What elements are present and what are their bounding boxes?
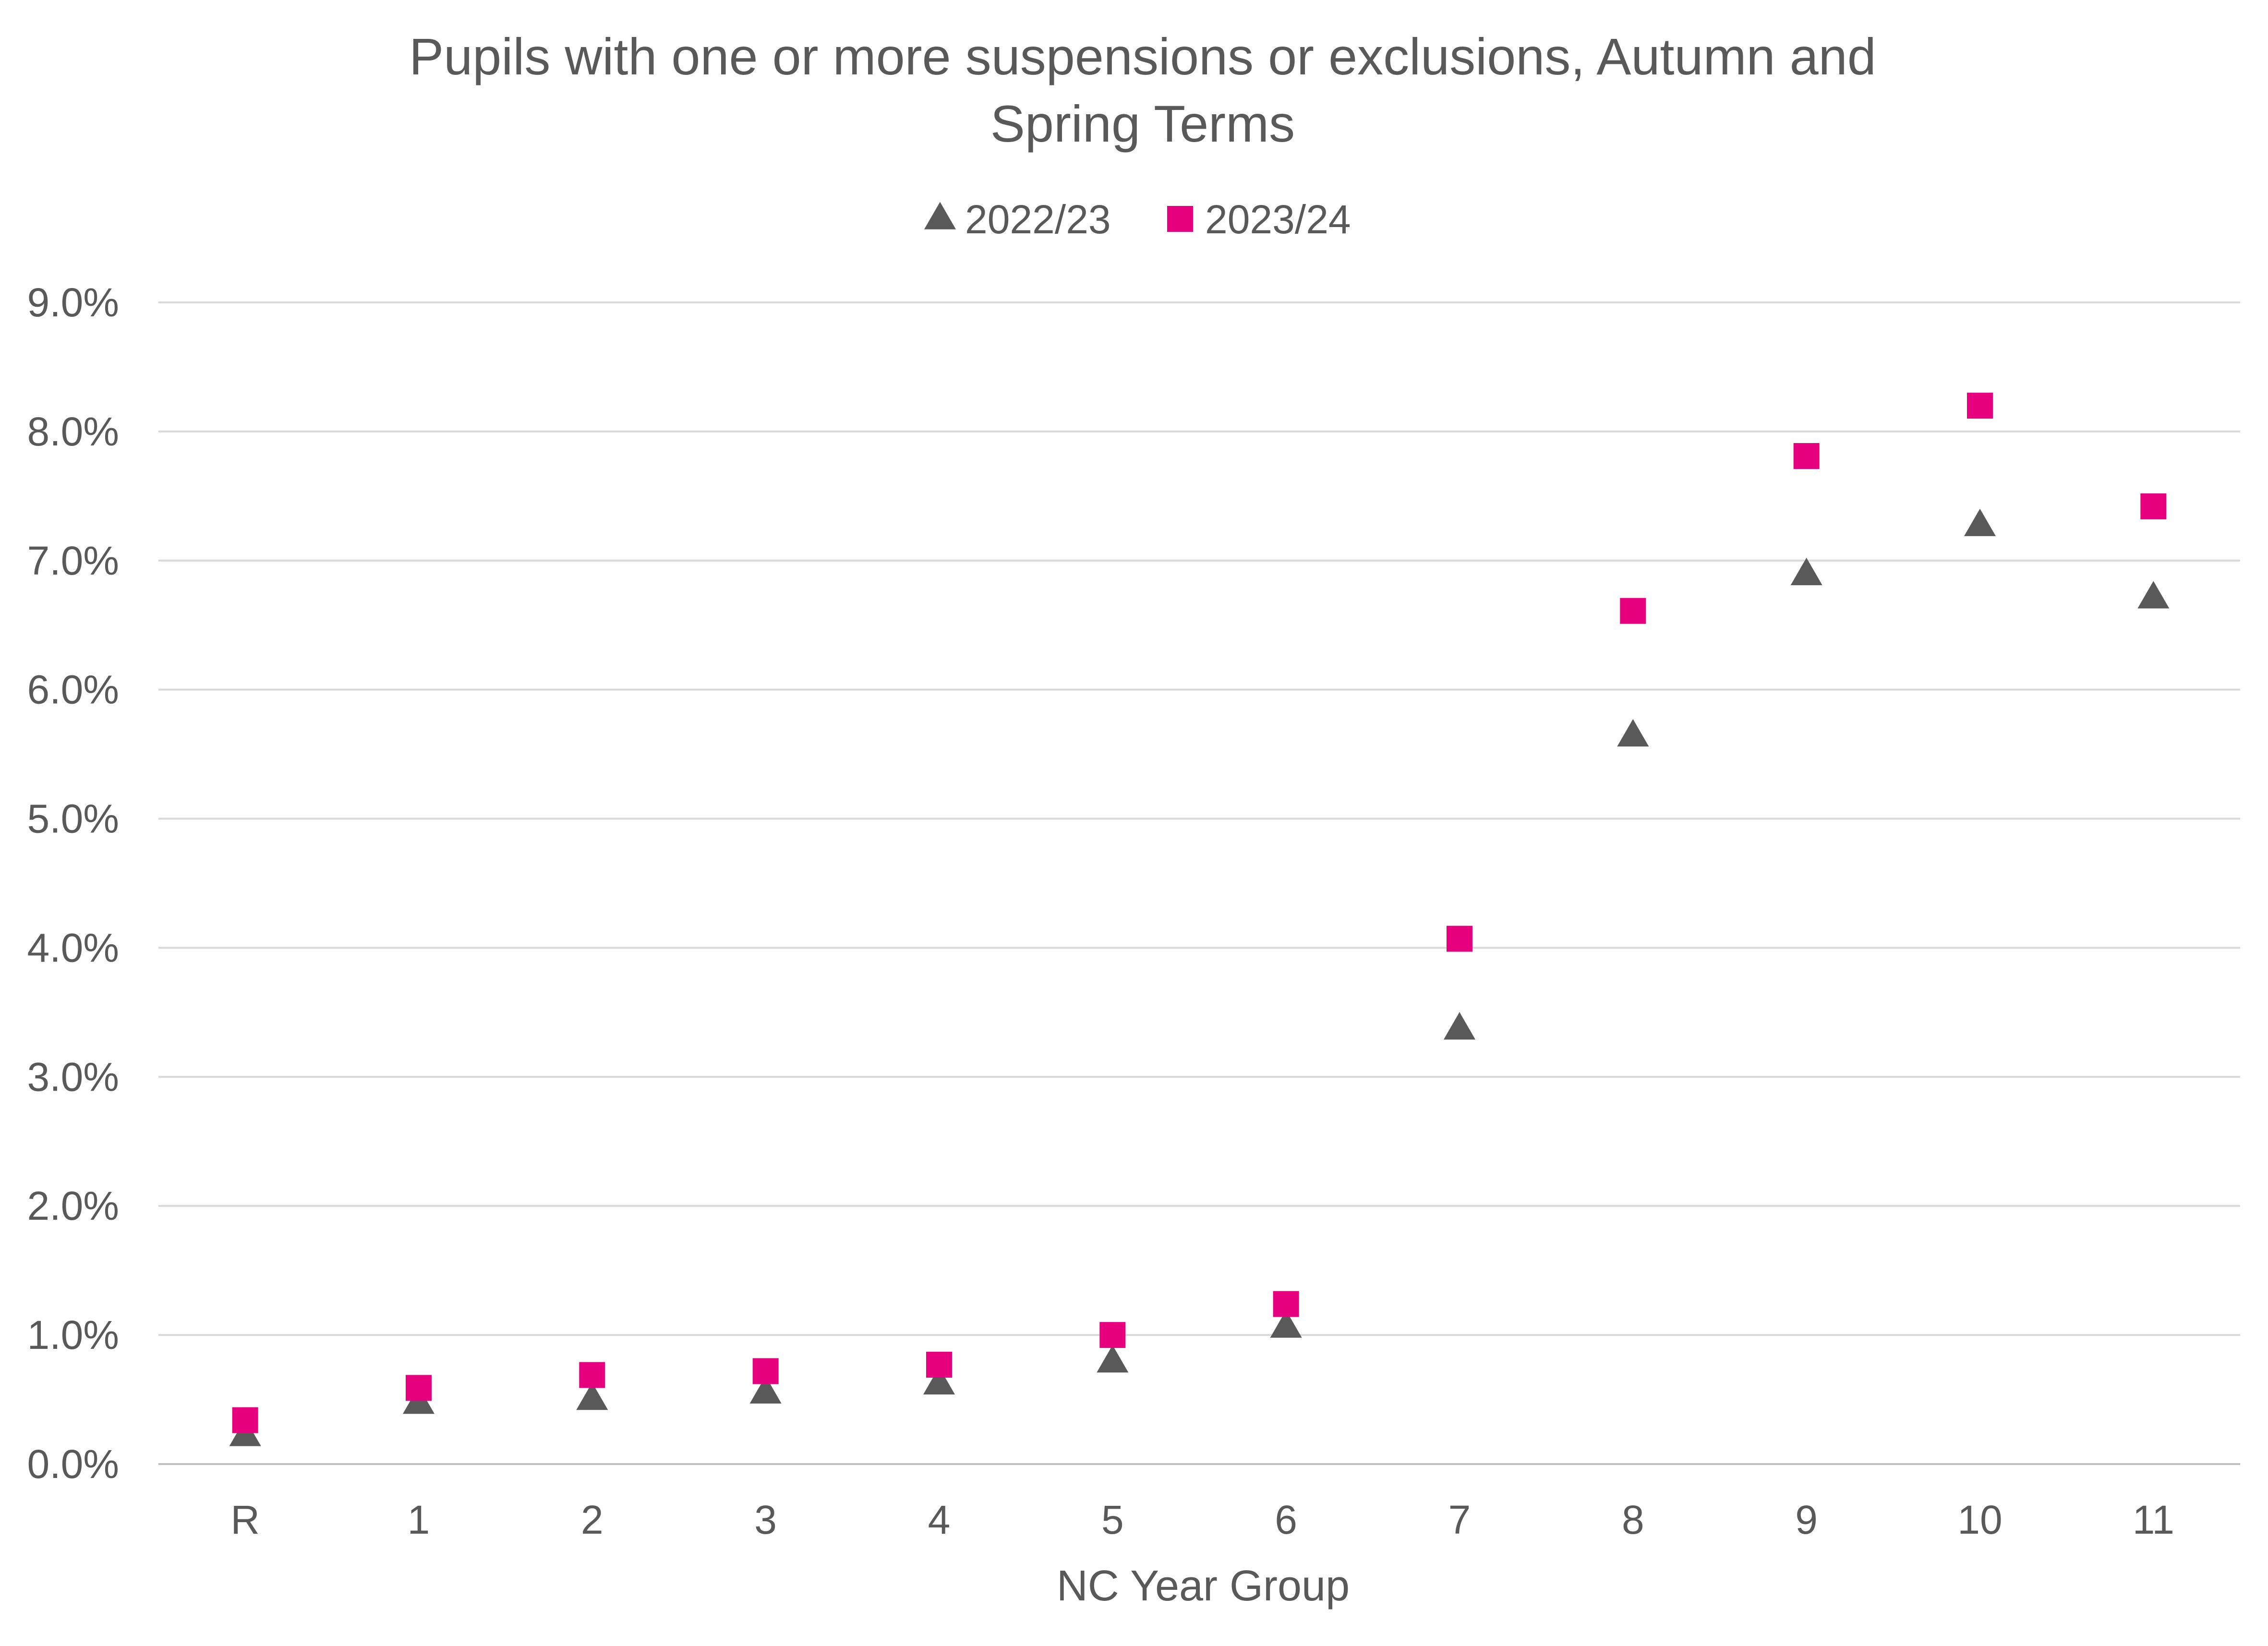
y-tick-label: 2.0% xyxy=(27,1183,119,1228)
data-point-triangle xyxy=(2137,581,2170,609)
data-point-square xyxy=(2140,493,2167,519)
y-tick-label: 3.0% xyxy=(27,1054,119,1099)
legend-item: 2022/23 xyxy=(924,197,1111,242)
data-point-square xyxy=(406,1375,432,1401)
x-tick-label: 4 xyxy=(928,1497,951,1542)
data-point-square xyxy=(232,1407,258,1433)
x-axis-tick-labels: R 1 2 3 4 5 6 7 8 9 10 11 xyxy=(230,1497,2174,1542)
data-point-triangle xyxy=(1964,508,1996,536)
chart-legend: 2022/23 2023/24 xyxy=(924,197,1351,242)
x-tick-label: 8 xyxy=(1622,1497,1644,1542)
x-tick-label: 7 xyxy=(1448,1497,1471,1542)
x-tick-label: 2 xyxy=(581,1497,603,1542)
x-tick-label: 6 xyxy=(1275,1497,1297,1542)
data-point-square xyxy=(926,1351,952,1378)
data-point-square xyxy=(1620,598,1646,624)
y-tick-label: 9.0% xyxy=(27,280,119,325)
y-tick-label: 1.0% xyxy=(27,1312,119,1358)
y-axis-tick-labels: 0.0% 1.0% 2.0% 3.0% 4.0% 5.0% 6.0% 7.0% 8.0% 9.0% xyxy=(27,280,119,1487)
y-tick-label: 0.0% xyxy=(27,1442,119,1487)
data-point-square xyxy=(1793,443,1820,469)
y-tick-label: 7.0% xyxy=(27,538,119,583)
legend-item: 2023/24 xyxy=(1167,197,1351,242)
x-tick-label: R xyxy=(230,1497,260,1542)
x-axis-title: NC Year Group xyxy=(1057,1562,1350,1610)
data-point-triangle xyxy=(1790,557,1822,586)
legend-marker-square xyxy=(1167,206,1193,232)
series-1 xyxy=(229,508,2170,1446)
y-tick-label: 8.0% xyxy=(27,409,119,454)
x-tick-label: 9 xyxy=(1795,1497,1818,1542)
legend-label: 2023/24 xyxy=(1205,197,1351,242)
data-point-triangle xyxy=(1444,1012,1475,1040)
x-tick-label: 3 xyxy=(754,1497,777,1542)
data-point-triangle xyxy=(576,1382,608,1410)
x-tick-label: 10 xyxy=(1957,1497,2002,1542)
data-point-triangle xyxy=(1270,1310,1302,1338)
data-point-triangle xyxy=(923,1367,955,1395)
x-tick-label: 11 xyxy=(2133,1497,2174,1542)
x-tick-label: 1 xyxy=(408,1497,430,1542)
data-point-square xyxy=(579,1362,605,1388)
chart-title: Pupils with one or more suspensions or e… xyxy=(409,27,1876,153)
data-series xyxy=(229,393,2170,1446)
y-tick-label: 4.0% xyxy=(27,925,119,970)
data-point-square xyxy=(1273,1291,1299,1317)
x-tick-label: 5 xyxy=(1101,1497,1124,1542)
y-tick-label: 5.0% xyxy=(27,796,119,841)
chart-title-line-1: Pupils with one or more suspensions or e… xyxy=(409,27,1876,85)
legend-label: 2022/23 xyxy=(965,197,1111,242)
series-2 xyxy=(232,393,2167,1433)
data-point-square xyxy=(1447,925,1472,952)
legend-marker-triangle xyxy=(924,202,956,229)
data-point-triangle xyxy=(749,1376,782,1404)
data-point-square xyxy=(1967,393,1993,419)
data-point-square xyxy=(752,1358,779,1384)
data-point-triangle xyxy=(1097,1345,1129,1373)
gridlines xyxy=(158,301,2240,1465)
data-point-square xyxy=(1099,1322,1126,1348)
data-point-triangle xyxy=(1617,719,1649,747)
chart-title-line-2: Spring Terms xyxy=(990,95,1295,153)
y-tick-label: 6.0% xyxy=(27,667,119,712)
